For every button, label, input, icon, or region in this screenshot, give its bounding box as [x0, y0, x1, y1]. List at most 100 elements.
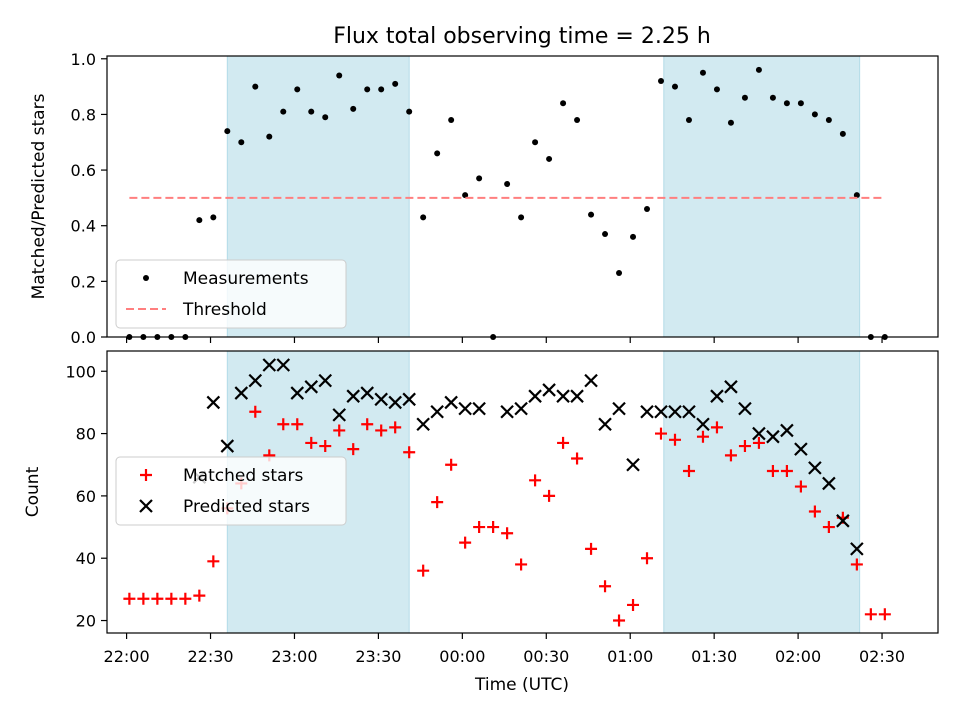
measurement-point [797, 100, 804, 107]
legend-label: Threshold [182, 300, 267, 320]
measurement-point [392, 80, 399, 87]
matched-star-point [668, 433, 681, 446]
predicted-star-point [598, 417, 612, 432]
matched-star-point [193, 589, 206, 602]
y-axis-label: Matched/Predicted stars [29, 93, 49, 299]
matched-star-point [710, 421, 723, 434]
matched-star-point [627, 598, 640, 611]
measurement-point [755, 66, 762, 73]
measurement-point [811, 111, 818, 118]
predicted-star-point [206, 395, 221, 410]
predicted-star-point [472, 401, 486, 416]
matched-star-point [682, 464, 695, 477]
measurement-point [434, 150, 441, 157]
measurement-point [602, 231, 609, 238]
x-tick-label: 00:30 [523, 647, 569, 666]
predicted-star-point [332, 408, 347, 422]
matched-star-point [557, 436, 570, 449]
matched-star-point [696, 430, 709, 443]
measurement-point [783, 100, 790, 107]
matched-star-point [123, 592, 136, 605]
matched-star-point [417, 564, 430, 577]
legend-x-marker [139, 499, 153, 513]
measurement-point [294, 86, 301, 93]
predicted-star-point [808, 461, 822, 475]
matched-star-point [361, 418, 374, 431]
predicted-star-point [402, 392, 416, 407]
predicted-star-point [542, 383, 556, 397]
matched-star-point [808, 505, 821, 518]
matched-star-point [501, 527, 514, 540]
measurement-point [699, 69, 706, 76]
predicted-star-point [584, 373, 598, 388]
matched-star-point [249, 405, 262, 418]
predicted-star-point [346, 389, 360, 403]
predicted-star-point [262, 358, 277, 372]
matched-star-point [375, 424, 388, 437]
predicted-star-point [752, 426, 766, 441]
bottom-axes: 22:00 22:30 23:00 23:30 00:00 00:30 01:00 01:30… [23, 350, 939, 666]
predicted-star-point [234, 386, 249, 400]
measurement-point [448, 116, 455, 123]
measurement-point [769, 94, 776, 101]
predicted-star-point [570, 389, 584, 403]
matched-star-point [487, 521, 500, 534]
shaded-interval [663, 350, 861, 634]
y-tick-label: 0.0 [71, 328, 96, 347]
y-tick-label: 0.6 [71, 161, 96, 180]
measurement-point [266, 133, 273, 140]
legend-box [115, 456, 347, 526]
measurement-point [308, 108, 315, 115]
measurement-point [238, 139, 245, 146]
predicted-star-point [500, 404, 514, 419]
matched-star-point [179, 592, 192, 605]
axes-frame [106, 55, 939, 338]
y-tick-label: 1.0 [71, 50, 96, 69]
predicted-star-point [696, 417, 710, 432]
matched-star-point [333, 424, 346, 437]
y-axis-label: Count [23, 466, 43, 517]
measurement-point [196, 217, 203, 224]
predicted-star-point [640, 404, 654, 419]
predicted-star-point [836, 514, 850, 528]
matched-star-point [571, 452, 584, 465]
predicted-star-point [290, 386, 305, 400]
measurement-point [685, 116, 692, 123]
predicted-star-point [766, 429, 780, 444]
matched-star-point [319, 440, 332, 453]
matched-star-point [151, 592, 164, 605]
matched-star-point [305, 436, 318, 449]
matched-star-point [738, 440, 751, 453]
measurement-point [574, 116, 581, 123]
measurement-point [406, 108, 413, 115]
predicted-star-point [430, 404, 444, 419]
predicted-star-point [388, 395, 402, 410]
predicted-star-point [304, 380, 319, 394]
matched-star-point [724, 449, 737, 462]
x-tick-label: 23:30 [355, 647, 401, 666]
predicted-star-point [360, 386, 374, 400]
matched-star-point [459, 536, 472, 549]
predicted-star-point [416, 417, 430, 432]
matched-star-point [766, 464, 779, 477]
measurement-point [420, 214, 427, 221]
matched-star-point [641, 552, 654, 565]
matched-star-point [431, 496, 444, 509]
measurement-point [532, 139, 539, 146]
matched-star-point [137, 592, 150, 605]
x-tick-label: 02:00 [775, 647, 821, 666]
shaded-interval [663, 55, 861, 338]
matched-star-point [165, 592, 178, 605]
measurement-point [280, 108, 287, 115]
predicted-star-point [682, 404, 696, 419]
x-tick-label: 22:00 [104, 647, 150, 666]
matched-star-point [207, 555, 220, 568]
y-tick-label: 100 [65, 362, 96, 381]
predicted-star-point [556, 389, 570, 403]
predicted-star-point [668, 404, 682, 419]
measurement-point [224, 128, 231, 135]
measurement-point [588, 211, 595, 218]
matched-star-point [780, 464, 793, 477]
measurement-point [853, 192, 860, 199]
legend-plus-marker [140, 469, 152, 481]
